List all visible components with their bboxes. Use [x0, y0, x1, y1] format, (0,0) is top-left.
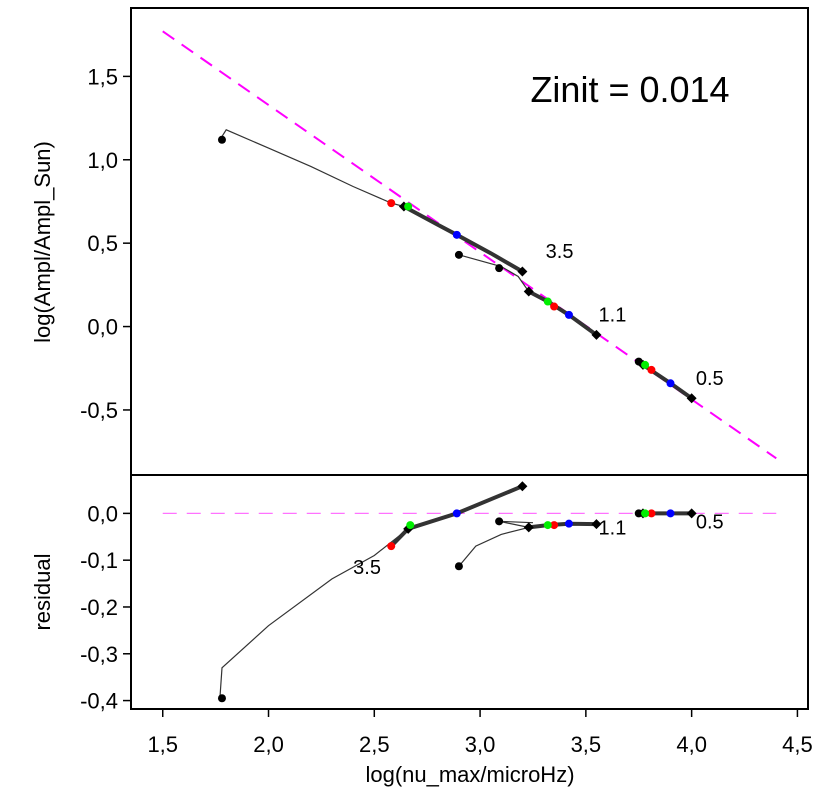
top-y-tick-label: 0,5 — [87, 231, 118, 256]
top-track-1.1-blue-point — [564, 310, 573, 319]
bottom-track-0.5-diamond — [686, 508, 697, 519]
top-y-tick-label: 1,0 — [87, 148, 118, 173]
x-tick-label: 4,5 — [782, 732, 813, 757]
bottom-track-1.1-diamond — [523, 522, 534, 533]
bottom-track-3.5-blue-point — [452, 509, 461, 518]
bottom-track-3.5-thin — [219, 528, 409, 699]
top-track-1.1-thick — [526, 289, 599, 337]
x-tick-label: 2,0 — [253, 732, 284, 757]
bottom-y-axis-title: residual — [30, 553, 55, 630]
bottom-y-tick-label: -0,3 — [80, 642, 118, 667]
bottom-track-label-3.5: 3.5 — [353, 557, 381, 579]
top-track-3.5-start-point — [217, 135, 226, 144]
top-track-3.5-red-point — [387, 199, 396, 208]
top-track-0.5-blue-point — [666, 379, 675, 388]
bottom-panel-frame — [130, 474, 809, 710]
bottom-track-3.5-start-point — [217, 694, 226, 703]
top-track-1.1-point — [495, 264, 504, 273]
top-track-3.5-green-point — [404, 202, 413, 211]
top-track-3.5-diamond — [517, 266, 528, 277]
bottom-track-3.5-green-point — [406, 521, 415, 530]
top-track-1.1-green-point — [543, 297, 552, 306]
top-track-0.5-green-point — [641, 360, 650, 369]
bottom-y-tick-label: -0,4 — [80, 689, 118, 714]
bottom-track-0.5-blue-point — [666, 509, 675, 518]
bottom-track-1.1-point — [495, 517, 504, 526]
bottom-track-1.1-diamond — [591, 519, 602, 530]
top-y-tick-label: 1,5 — [87, 64, 118, 89]
top-track-1.1-start-point — [454, 250, 463, 259]
top-track-label-0.5: 0.5 — [696, 368, 724, 390]
top-track-label-3.5: 3.5 — [546, 241, 574, 263]
x-tick-label: 3,5 — [571, 732, 602, 757]
bottom-track-1.1-start-point — [454, 562, 463, 571]
top-track-0.5-diamond — [686, 393, 697, 404]
x-tick-label: 4,0 — [676, 732, 707, 757]
x-axis-title: log(nu_max/microHz) — [365, 762, 574, 787]
x-tick-label: 3,0 — [465, 732, 496, 757]
top-y-tick-label: -0,5 — [80, 398, 118, 423]
bottom-track-0.5-red-point — [647, 509, 656, 518]
top-y-tick-label: 0,0 — [87, 315, 118, 340]
x-tick-label: 2,5 — [359, 732, 390, 757]
top-track-1.1-diamond — [591, 329, 602, 340]
top-track-1.1-red-point — [550, 302, 559, 311]
bottom-track-1.1-thick — [526, 521, 599, 530]
bottom-track-label-1.1: 1.1 — [599, 517, 627, 539]
bottom-y-tick-label: 0,0 — [87, 501, 118, 526]
bottom-y-tick-label: -0,2 — [80, 595, 118, 620]
bottom-track-1.1-green-point — [543, 521, 552, 530]
chart-title: Zinit = 0.014 — [530, 69, 729, 110]
top-track-0.5-red-point — [647, 365, 656, 374]
top-track-1.1-thin — [458, 254, 530, 292]
bottom-track-0.5-green-point — [641, 509, 650, 518]
bottom-track-3.5-diamond — [517, 481, 528, 492]
top-track-3.5-thick — [401, 204, 525, 274]
top-y-axis-title: log(Ampl/Ampl_Sun) — [30, 141, 55, 343]
top-track-1.1-diamond — [523, 286, 534, 297]
x-tick-label: 1,5 — [147, 732, 178, 757]
bottom-track-label-0.5: 0.5 — [696, 511, 724, 533]
top-track-3.5-blue-point — [452, 230, 461, 239]
bottom-track-1.1-blue-point — [564, 519, 573, 528]
top-track-label-1.1: 1.1 — [599, 305, 627, 327]
top-track-3.5-thin — [219, 129, 405, 208]
bottom-track-1.1-thin — [458, 520, 534, 567]
bottom-track-1.1-red-point — [550, 521, 559, 530]
bottom-y-tick-label: -0,1 — [80, 548, 118, 573]
bottom-track-3.5-red-point — [387, 542, 396, 551]
